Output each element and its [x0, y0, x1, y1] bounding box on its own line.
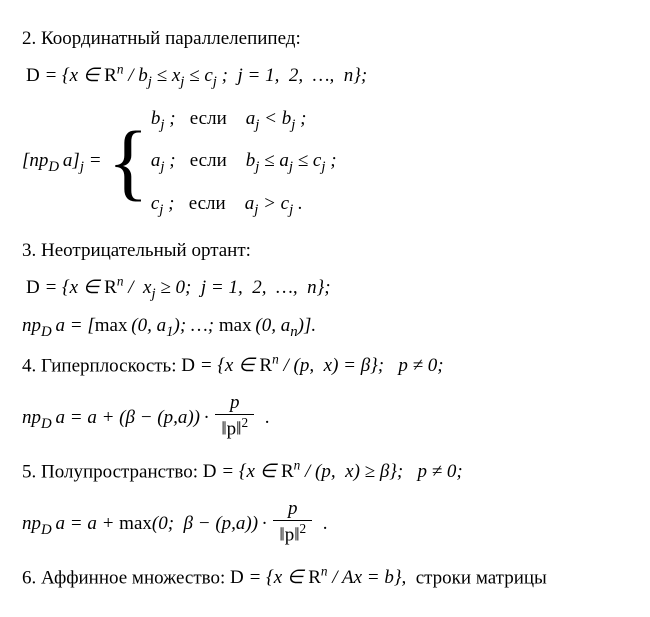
sec3-proj-math: npD a = [max (0, a1); …; max (0, an)]. [22, 315, 316, 336]
sec2-title-text: 2. Координатный параллелепипед: [22, 28, 301, 49]
sec6-line-a: 6. Аффинное множество: [22, 567, 230, 588]
sec6-tail: строки матрицы [416, 567, 547, 588]
sec2-piecewise: [npD a]j = { bj ; если aj < bj ; aj ; ес… [22, 104, 628, 222]
sec5-proj-math: npD a = a + max(0; β − (p,a)) · p ‖p‖2 . [22, 513, 328, 534]
sec6-line: 6. Аффинное множество: D = {x ∈ Rn / Ax … [22, 562, 628, 593]
sec4-proj-math: npD a = a + (β − (p,a)) · p ‖p‖2 . [22, 407, 269, 428]
sec2-setdef: D = {x ∈ Rn / bj ≤ xj ≤ cj ; j = 1, 2, …… [22, 59, 628, 93]
sec4-proj: npD a = a + (β − (p,a)) · p ‖p‖2 . [22, 395, 628, 442]
sec2-title: 2. Координатный параллелепипед: [22, 24, 628, 53]
sec5-title: 5. Полупространство: D = {x ∈ Rn / (p, x… [22, 456, 628, 487]
sec3-setdef: D = {x ∈ Rn / xj ≥ 0; j = 1, 2, …, n}; [22, 271, 628, 305]
sec4-title: 4. Гиперплоскость: D = {x ∈ Rn / (p, x) … [22, 350, 628, 381]
sec6-line-b: D = {x ∈ Rn / Ax = b}, [230, 567, 416, 588]
if-word: если [190, 150, 227, 171]
page-root: 2. Координатный параллелепипед: D = {x ∈… [0, 0, 650, 617]
sec2-cases: bj ; если aj < bj ; aj ; если bj ≤ aj ≤ … [151, 104, 337, 222]
sec2-case1: bj ; если aj < bj ; [151, 104, 337, 137]
sec3-proj: npD a = [max (0, a1); …; max (0, an)]. [22, 311, 628, 344]
left-brace-icon: { [108, 124, 151, 198]
if-word: если [190, 108, 227, 129]
sec2-piece-lhs: [npD a]j = [22, 146, 108, 179]
fraction: p ‖p‖2 [215, 393, 254, 440]
sec2-setdef-math: D = {x ∈ Rn / bj ≤ xj ≤ cj ; j = 1, 2, …… [26, 65, 367, 86]
sec5-proj: npD a = a + max(0; β − (p,a)) · p ‖p‖2 . [22, 501, 628, 548]
fraction: p ‖p‖2 [273, 499, 312, 546]
sec5-title-a: 5. Полупространство: [22, 461, 203, 482]
sec2-case2: aj ; если bj ≤ aj ≤ cj ; [151, 146, 337, 179]
sec3-setdef-math: D = {x ∈ Rn / xj ≥ 0; j = 1, 2, …, n}; [26, 277, 331, 298]
sec4-title-a: 4. Гиперплоскость: [22, 355, 181, 376]
sec3-title: 3. Неотрицательный ортант: [22, 236, 628, 265]
sec4-title-b: D = {x ∈ Rn / (p, x) = β}; p ≠ 0; [181, 355, 443, 376]
sec3-title-text: 3. Неотрицательный ортант: [22, 240, 251, 261]
if-word: если [189, 193, 226, 214]
sec2-case3: cj ; если aj > cj . [151, 189, 337, 222]
sec5-title-b: D = {x ∈ Rn / (p, x) ≥ β}; p ≠ 0; [203, 461, 463, 482]
